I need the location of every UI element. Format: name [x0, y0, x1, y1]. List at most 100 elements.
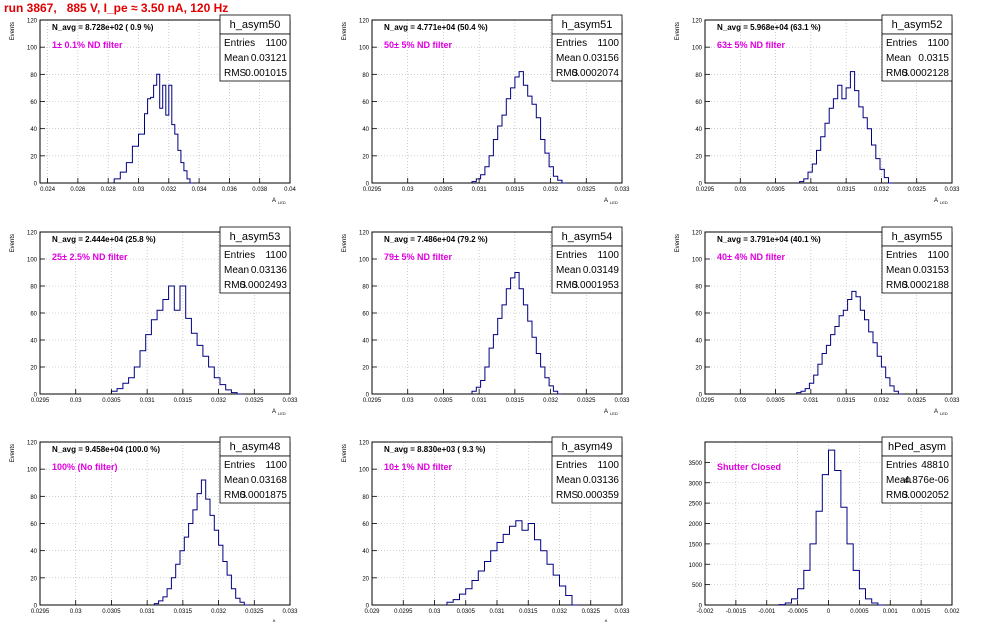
x-tick-label: 0.0005	[850, 609, 869, 615]
y-tick-label: 0	[699, 393, 703, 399]
histogram-series	[778, 449, 885, 606]
histogram-panel-h_asym55: 0.0295 0.03 0.0305 0.031 0.0315 0.032 0.0325 0.…	[675, 226, 960, 416]
x-tick-label: 0.03	[402, 187, 414, 193]
x-tick-label: 0.0305	[766, 187, 785, 193]
y-axis-label: Events	[10, 22, 16, 40]
x-tick-label: 0.031	[472, 187, 488, 193]
stats-value-rms: 0.0002493	[240, 280, 288, 291]
y-tick-label: 0	[34, 182, 38, 188]
x-tick-label: 0.0305	[457, 609, 476, 615]
y-tick-label: 100	[692, 258, 703, 264]
y-tick-label: 60	[695, 100, 702, 106]
stats-value-entries: 48810	[921, 460, 949, 471]
x-tick-label: 0.033	[614, 609, 630, 615]
x-tick-label: 0.032	[543, 398, 559, 404]
x-tick-label: 0.0325	[582, 609, 601, 615]
y-tick-label: 40	[30, 339, 37, 345]
x-tick-label: 0.0325	[908, 398, 927, 404]
filter-annotation: 100% (No filter)	[52, 462, 118, 472]
x-tick-label: 0.0325	[577, 398, 596, 404]
stats-label-mean: Mean	[224, 265, 249, 276]
y-tick-label: 20	[30, 576, 37, 582]
stats-label-entries: Entries	[224, 38, 255, 49]
stats-value-rms: 0.000359	[577, 490, 619, 501]
x-tick-label: 0.032	[543, 187, 559, 193]
histogram-panel-h_asym50: 0.024 0.026 0.028 0.03 0.032 0.034 0.036 0.038 0…	[10, 14, 296, 205]
stats-value-mean: 0.03149	[583, 265, 620, 276]
x-tick-label: 0.029	[364, 609, 380, 615]
y-tick-label: 100	[27, 258, 38, 264]
x-tick-label: 0.0325	[908, 187, 927, 193]
stats-box	[881, 245, 953, 294]
histogram-panel-hPed_asym: -0.002 -0.0015 -0.001 -0.0005 0 0.0005 0.001 0.…	[689, 436, 960, 615]
y-tick-label: 60	[362, 100, 369, 106]
histogram-name: h_asym53	[230, 231, 281, 243]
y-tick-label: 3000	[689, 481, 703, 487]
y-tick-label: 0	[366, 182, 370, 188]
histogram-name: h_asym55	[892, 231, 943, 243]
histogram-panel-h_asym52: 0.0295 0.03 0.0305 0.031 0.0315 0.032 0.0325 0.…	[675, 14, 960, 205]
x-tick-label: -0.0015	[726, 609, 747, 615]
x-axis-label-subscript: LED	[940, 411, 948, 416]
histogram-panel-h_asym53: 0.0295 0.03 0.0305 0.031 0.0315 0.032 0.0325 0.…	[10, 226, 298, 416]
stats-value-rms: 0.0001953	[572, 280, 620, 291]
filter-annotation: 63± 5% ND filter	[717, 40, 785, 50]
x-tick-label: 0.0305	[434, 398, 453, 404]
stats-label-mean: Mean	[886, 53, 911, 64]
y-axis-label: Events	[342, 234, 348, 252]
x-tick-label: 0.0305	[766, 398, 785, 404]
y-axis-label: Events	[342, 22, 348, 40]
y-tick-label: 3500	[689, 461, 703, 467]
y-tick-label: 80	[362, 73, 369, 79]
y-tick-label: 120	[359, 231, 370, 237]
y-tick-label: 20	[695, 154, 702, 160]
x-tick-label: 0.033	[282, 609, 298, 615]
filter-annotation: 40± 4% ND filter	[717, 252, 785, 262]
stats-value-mean: 0.03153	[913, 265, 950, 276]
stats-box	[219, 33, 291, 82]
stats-value-rms: 0.0002052	[902, 490, 950, 501]
histogram-panel-h_asym48: 0.0295 0.03 0.0305 0.031 0.0315 0.032 0.0325 0.…	[10, 436, 298, 622]
x-tick-label: 0.0305	[102, 398, 121, 404]
x-tick-label: 0	[827, 609, 831, 615]
x-tick-label: 0.0295	[696, 398, 715, 404]
y-axis-label: Events	[675, 22, 681, 40]
x-axis-label-subscript: LED	[940, 200, 948, 205]
histogram-panel-h_asym49: 0.029 0.0295 0.03 0.0305 0.031 0.0315 0.032 0.0…	[342, 436, 630, 622]
stats-value-entries: 1100	[597, 460, 619, 471]
x-tick-label: 0.04	[284, 187, 296, 193]
y-tick-label: 40	[695, 127, 702, 133]
x-axis-label: A	[604, 198, 608, 204]
x-tick-label: 0.0315	[837, 398, 856, 404]
filter-annotation: 10± 1% ND filter	[384, 462, 452, 472]
stats-value-rms: 0.0002128	[902, 68, 950, 79]
stats-value-entries: 1100	[265, 250, 287, 261]
y-tick-label: 60	[30, 522, 37, 528]
stats-value-entries: 1100	[927, 38, 949, 49]
x-tick-label: 0.03	[133, 187, 145, 193]
stats-label-entries: Entries	[556, 250, 587, 261]
stats-value-entries: 1100	[265, 38, 287, 49]
x-tick-label: 0.0315	[519, 609, 538, 615]
navg-label: N_avg = 5.968e+04 (63.1 %)	[717, 23, 821, 32]
y-tick-label: 2000	[689, 522, 703, 528]
y-tick-label: 60	[695, 312, 702, 318]
x-tick-label: -0.001	[758, 609, 776, 615]
y-tick-label: 0	[699, 604, 703, 610]
filter-annotation: 25± 2.5% ND filter	[52, 252, 128, 262]
stats-box	[881, 455, 953, 504]
x-tick-label: 0.0295	[394, 609, 413, 615]
x-tick-label: 0.03	[734, 187, 746, 193]
stats-label-rms: RMS	[224, 490, 247, 501]
stats-value-rms: 0.0002074	[572, 68, 620, 79]
stats-box	[551, 245, 623, 294]
navg-label: N_avg = 7.486e+04 (79.2 %)	[384, 235, 488, 244]
y-tick-label: 40	[362, 549, 369, 555]
x-axis-label: A	[934, 198, 938, 204]
y-tick-label: 40	[30, 549, 37, 555]
stats-value-entries: 1100	[265, 460, 287, 471]
y-tick-label: 100	[27, 468, 38, 474]
y-tick-label: 60	[30, 100, 37, 106]
